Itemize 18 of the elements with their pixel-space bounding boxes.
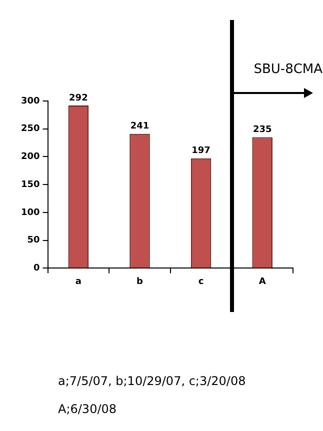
data-label: 235 bbox=[252, 125, 272, 136]
x-tick-label: A bbox=[258, 276, 266, 287]
x-tick-label: c bbox=[198, 276, 204, 287]
y-tick-label: 200 bbox=[20, 152, 40, 162]
y-tick-label: 0 bbox=[34, 264, 40, 274]
y-tick-label: 250 bbox=[20, 124, 40, 134]
y-tick-label: 100 bbox=[20, 208, 40, 218]
y-tick-label: 300 bbox=[20, 96, 40, 106]
text: A;6/30/08 bbox=[58, 402, 117, 416]
text: SBU-8CMA bbox=[254, 62, 323, 77]
x-tick-label: b bbox=[136, 276, 144, 287]
data-label: 241 bbox=[130, 122, 150, 132]
text: a;7/5/07, b;10/29/07, c;3/20/08 bbox=[58, 374, 246, 388]
y-tick-label: 50 bbox=[27, 236, 40, 246]
data-label: 292 bbox=[69, 93, 88, 104]
data-label: 197 bbox=[192, 146, 210, 156]
x-tick-label: a bbox=[75, 276, 82, 287]
y-tick-label: 150 bbox=[20, 180, 40, 190]
